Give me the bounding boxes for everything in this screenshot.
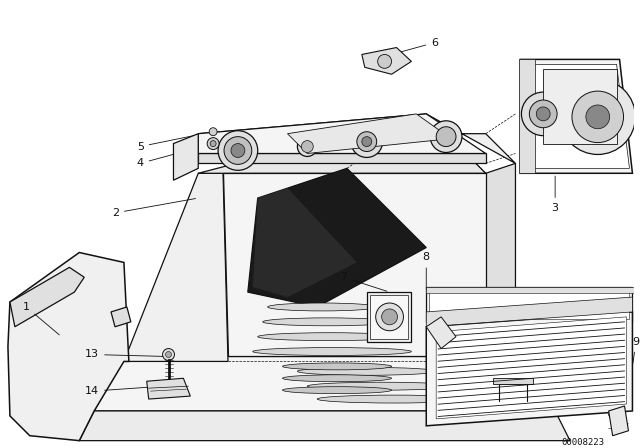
Text: 00008223: 00008223 xyxy=(562,438,605,447)
Circle shape xyxy=(218,131,258,170)
Ellipse shape xyxy=(282,363,392,370)
Polygon shape xyxy=(147,378,190,399)
Circle shape xyxy=(586,105,610,129)
Polygon shape xyxy=(79,411,570,441)
Polygon shape xyxy=(426,317,456,349)
Circle shape xyxy=(207,138,219,150)
Circle shape xyxy=(572,91,623,142)
Ellipse shape xyxy=(317,395,471,403)
Polygon shape xyxy=(198,114,486,154)
Polygon shape xyxy=(10,267,84,327)
Text: 2: 2 xyxy=(112,198,196,218)
Circle shape xyxy=(210,141,216,146)
Polygon shape xyxy=(426,287,634,293)
Text: 5: 5 xyxy=(137,132,211,151)
Circle shape xyxy=(560,79,636,155)
Polygon shape xyxy=(426,287,632,322)
Polygon shape xyxy=(223,173,486,357)
Circle shape xyxy=(522,92,565,136)
Ellipse shape xyxy=(268,303,377,311)
Polygon shape xyxy=(426,312,632,426)
Circle shape xyxy=(381,309,397,325)
Text: 1: 1 xyxy=(23,302,60,335)
Polygon shape xyxy=(94,357,555,411)
Text: 6: 6 xyxy=(394,38,438,54)
Polygon shape xyxy=(520,60,535,173)
Ellipse shape xyxy=(282,375,392,382)
Circle shape xyxy=(163,349,175,361)
Text: 4: 4 xyxy=(136,144,211,168)
Text: 14: 14 xyxy=(85,386,161,396)
Polygon shape xyxy=(111,307,131,327)
Text: 13: 13 xyxy=(85,349,164,359)
Polygon shape xyxy=(609,406,628,436)
Polygon shape xyxy=(429,290,630,319)
Ellipse shape xyxy=(282,387,392,394)
Circle shape xyxy=(301,141,313,152)
Circle shape xyxy=(209,128,217,136)
Circle shape xyxy=(436,127,456,146)
Polygon shape xyxy=(198,154,486,164)
Polygon shape xyxy=(436,317,627,419)
Polygon shape xyxy=(287,114,451,154)
Circle shape xyxy=(298,137,317,156)
Text: 3: 3 xyxy=(552,176,559,213)
Text: 7: 7 xyxy=(340,272,387,291)
Polygon shape xyxy=(486,164,515,357)
Polygon shape xyxy=(543,69,616,143)
Text: 9: 9 xyxy=(632,336,639,364)
Circle shape xyxy=(430,121,462,152)
Ellipse shape xyxy=(307,382,456,390)
Ellipse shape xyxy=(262,318,392,326)
Polygon shape xyxy=(253,188,357,297)
Text: 12: 12 xyxy=(470,405,510,421)
Text: 11: 11 xyxy=(0,447,1,448)
Circle shape xyxy=(166,352,172,358)
Polygon shape xyxy=(486,357,555,411)
Circle shape xyxy=(378,55,392,69)
Circle shape xyxy=(362,137,372,146)
Ellipse shape xyxy=(253,348,412,356)
Polygon shape xyxy=(198,114,515,164)
Polygon shape xyxy=(370,295,408,339)
Polygon shape xyxy=(198,114,486,173)
Text: 8: 8 xyxy=(422,252,430,289)
Circle shape xyxy=(536,107,550,121)
Polygon shape xyxy=(124,173,228,362)
Circle shape xyxy=(231,143,245,157)
Polygon shape xyxy=(426,297,632,327)
Circle shape xyxy=(357,132,377,151)
Polygon shape xyxy=(248,168,426,307)
Polygon shape xyxy=(493,381,533,404)
Polygon shape xyxy=(173,134,198,180)
Polygon shape xyxy=(520,60,632,173)
Polygon shape xyxy=(525,65,630,168)
Ellipse shape xyxy=(298,367,436,375)
Text: 10: 10 xyxy=(595,399,611,418)
Circle shape xyxy=(376,303,403,331)
Polygon shape xyxy=(493,378,533,384)
Polygon shape xyxy=(8,253,129,441)
Circle shape xyxy=(529,100,557,128)
Ellipse shape xyxy=(258,333,401,340)
Polygon shape xyxy=(367,292,412,342)
Circle shape xyxy=(351,126,383,157)
Circle shape xyxy=(612,446,621,448)
Polygon shape xyxy=(362,47,412,74)
Circle shape xyxy=(224,137,252,164)
